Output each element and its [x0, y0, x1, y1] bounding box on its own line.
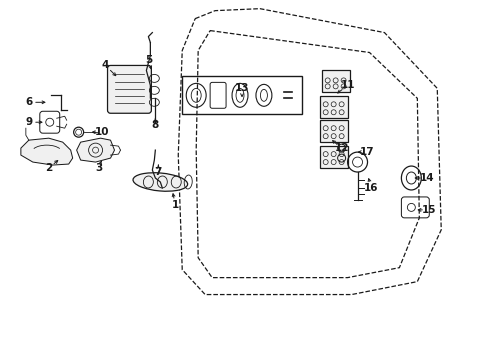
FancyArrowPatch shape — [36, 101, 45, 104]
FancyArrowPatch shape — [110, 70, 116, 76]
FancyArrowPatch shape — [332, 141, 336, 144]
FancyArrowPatch shape — [358, 151, 361, 153]
Text: 9: 9 — [25, 117, 32, 127]
Text: 1: 1 — [171, 200, 179, 210]
Text: 2: 2 — [45, 163, 52, 173]
FancyArrowPatch shape — [172, 194, 175, 198]
Ellipse shape — [133, 173, 187, 191]
FancyArrowPatch shape — [240, 94, 243, 96]
FancyArrowPatch shape — [367, 179, 370, 182]
Text: 16: 16 — [364, 183, 378, 193]
Bar — [319, 96, 347, 118]
Polygon shape — [77, 138, 114, 162]
Text: 4: 4 — [102, 60, 109, 71]
FancyArrowPatch shape — [157, 165, 160, 169]
Text: 5: 5 — [144, 55, 152, 66]
Text: 6: 6 — [25, 97, 32, 107]
Bar — [319, 120, 347, 142]
Polygon shape — [21, 138, 73, 165]
Text: 15: 15 — [421, 205, 436, 215]
Text: 17: 17 — [360, 147, 374, 157]
FancyArrowPatch shape — [54, 161, 58, 163]
Text: 8: 8 — [151, 120, 159, 130]
FancyArrowPatch shape — [414, 177, 420, 179]
FancyArrowPatch shape — [154, 118, 157, 122]
Bar — [321, 71, 349, 92]
FancyArrowPatch shape — [337, 90, 342, 93]
Bar — [182, 76, 301, 114]
Text: 3: 3 — [95, 163, 102, 173]
FancyArrowPatch shape — [149, 66, 151, 69]
Text: 14: 14 — [419, 173, 434, 183]
Text: 7: 7 — [154, 167, 162, 177]
FancyBboxPatch shape — [107, 66, 151, 113]
Text: 11: 11 — [340, 80, 354, 90]
FancyArrowPatch shape — [36, 121, 42, 123]
Text: 12: 12 — [334, 143, 348, 153]
FancyArrowPatch shape — [417, 208, 422, 211]
FancyArrowPatch shape — [92, 131, 96, 134]
Text: 10: 10 — [95, 127, 110, 137]
FancyArrowPatch shape — [99, 161, 101, 165]
Text: 13: 13 — [234, 84, 249, 93]
Bar — [319, 146, 347, 168]
